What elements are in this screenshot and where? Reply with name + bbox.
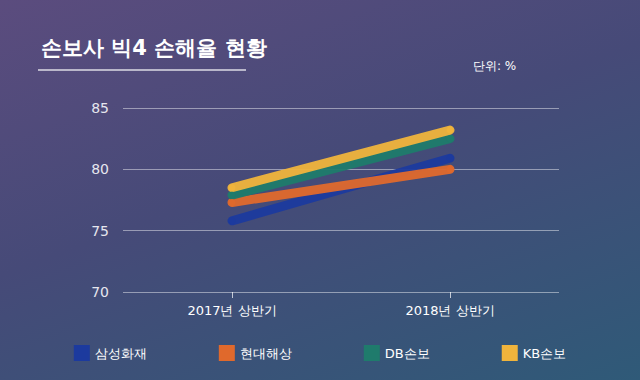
svg-text:70: 70 xyxy=(91,284,109,300)
svg-text:85: 85 xyxy=(91,100,109,116)
svg-text:80: 80 xyxy=(91,161,109,177)
svg-text:삼성화재: 삼성화재 xyxy=(95,346,147,361)
svg-text:단위: %: 단위: % xyxy=(473,59,516,73)
svg-text:2017년 상반기: 2017년 상반기 xyxy=(187,303,276,318)
svg-text:현대해상: 현대해상 xyxy=(240,346,292,361)
svg-text:DB손보: DB손보 xyxy=(385,346,430,361)
svg-text:75: 75 xyxy=(91,223,109,239)
svg-text:KB손보: KB손보 xyxy=(523,346,566,361)
svg-text:손보사 빅4 손해율 현황: 손보사 빅4 손해율 현황 xyxy=(41,36,267,60)
svg-text:2018년 상반기: 2018년 상반기 xyxy=(405,303,494,318)
